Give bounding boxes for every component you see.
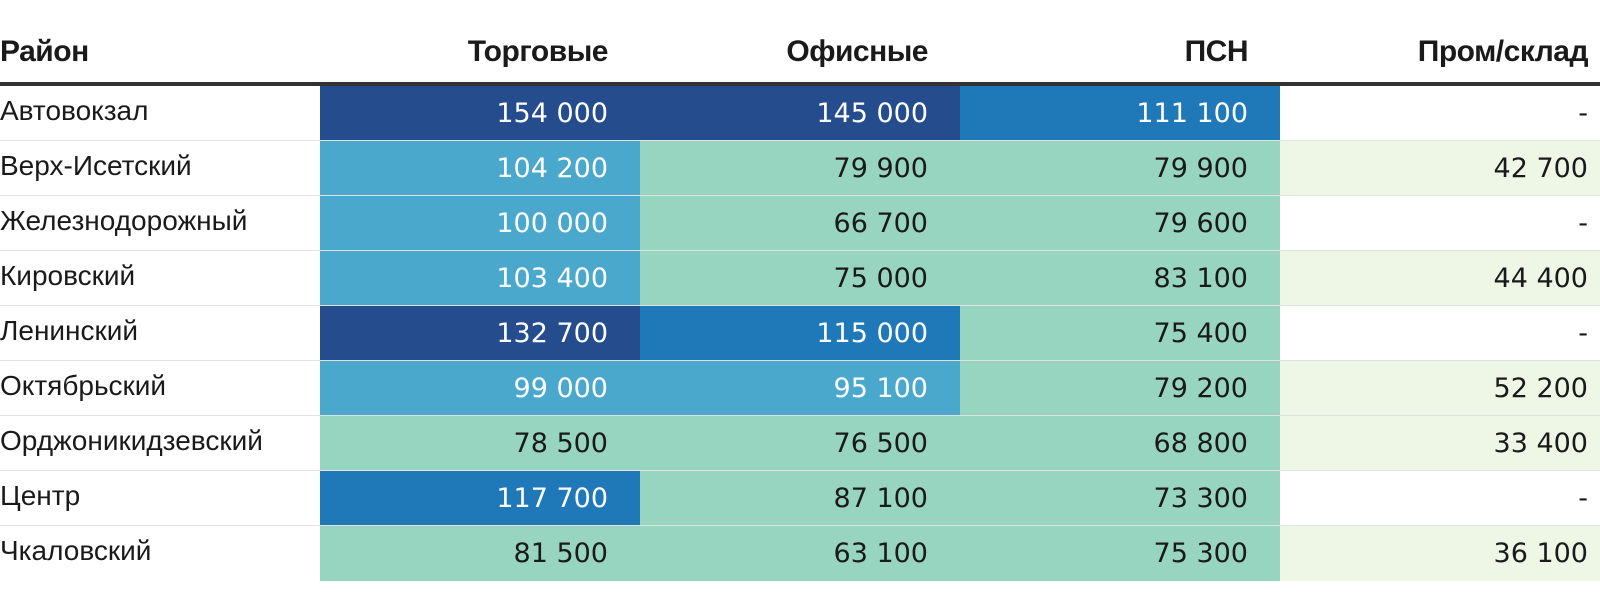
cell-office: 75 000 [640, 251, 960, 305]
cell-office: 115 000 [640, 306, 960, 360]
cell-retail: 154 000 [320, 86, 640, 140]
header-district: Район [0, 35, 89, 68]
cell-retail: 78 500 [320, 416, 640, 470]
cell-industrial: - [1280, 86, 1600, 140]
cell-office: 76 500 [640, 416, 960, 470]
cell-office: 87 100 [640, 471, 960, 525]
cell-industrial: 33 400 [1280, 416, 1600, 470]
table-row: Автовокзал 154 000 145 000 111 100- [0, 86, 1600, 141]
cell-retail: 117 700 [320, 471, 640, 525]
cell-industrial: 44 400 [1280, 251, 1600, 305]
cell-retail: 104 200 [320, 141, 640, 195]
cell-industrial: 52 200 [1280, 361, 1600, 415]
header-industrial: Пром/склад [1417, 35, 1589, 68]
table-header: Район Торговые Офисные ПСН Пром/склад [0, 22, 1600, 86]
cell-psn: 79 600 [960, 196, 1280, 250]
header-retail: Торговые [467, 35, 609, 68]
cell-psn: 75 300 [960, 526, 1280, 581]
cell-retail: 103 400 [320, 251, 640, 305]
cell-industrial: 36 100 [1280, 526, 1600, 581]
district-name: Железнодорожный [0, 205, 248, 236]
cell-industrial: - [1280, 471, 1600, 525]
table-row: Верх-Исетский 104 200 79 900 79 900 42 700 [0, 141, 1600, 196]
district-name: Кировский [0, 260, 136, 291]
cell-retail: 99 000 [320, 361, 640, 415]
cell-office: 145 000 [640, 86, 960, 140]
table-row: Центр 117 700 87 100 73 300- [0, 471, 1600, 526]
cell-psn: 83 100 [960, 251, 1280, 305]
header-psn: ПСН [1184, 35, 1249, 68]
cell-psn: 111 100 [960, 86, 1280, 140]
cell-psn: 68 800 [960, 416, 1280, 470]
cell-office: 66 700 [640, 196, 960, 250]
cell-psn: 75 400 [960, 306, 1280, 360]
cell-office: 63 100 [640, 526, 960, 581]
header-office: Офисные [786, 35, 928, 68]
price-table: Район Торговые Офисные ПСН Пром/склад Ав… [0, 22, 1600, 581]
table-body: Автовокзал 154 000 145 000 111 100- Верх-Исе… [0, 86, 1600, 581]
table-row: Кировский 103 400 75 000 83 100 44 400 [0, 251, 1600, 306]
district-name: Чкаловский [0, 535, 152, 566]
district-name: Ленинский [0, 315, 139, 346]
table-row: Чкаловский 81 500 63 100 75 300 36 100 [0, 526, 1600, 581]
table-row: Железнодорожный 100 000 66 700 79 600- [0, 196, 1600, 251]
table-row: Октябрьский 99 000 95 100 79 200 52 200 [0, 361, 1600, 416]
cell-retail: 132 700 [320, 306, 640, 360]
cell-industrial: 42 700 [1280, 141, 1600, 195]
cell-office: 79 900 [640, 141, 960, 195]
cell-industrial: - [1280, 196, 1600, 250]
district-name: Центр [0, 480, 81, 511]
district-name: Автовокзал [0, 95, 149, 126]
table-row: Ленинский 132 700 115 000 75 400- [0, 306, 1600, 361]
district-name: Верх-Исетский [0, 150, 192, 181]
district-name: Орджоникидзевский [0, 425, 263, 456]
cell-office: 95 100 [640, 361, 960, 415]
cell-psn: 73 300 [960, 471, 1280, 525]
cell-retail: 100 000 [320, 196, 640, 250]
cell-psn: 79 200 [960, 361, 1280, 415]
cell-psn: 79 900 [960, 141, 1280, 195]
table-row: Орджоникидзевский 78 500 76 500 68 800 33 40… [0, 416, 1600, 471]
cell-industrial: - [1280, 306, 1600, 360]
cell-retail: 81 500 [320, 526, 640, 581]
district-name: Октябрьский [0, 370, 167, 401]
